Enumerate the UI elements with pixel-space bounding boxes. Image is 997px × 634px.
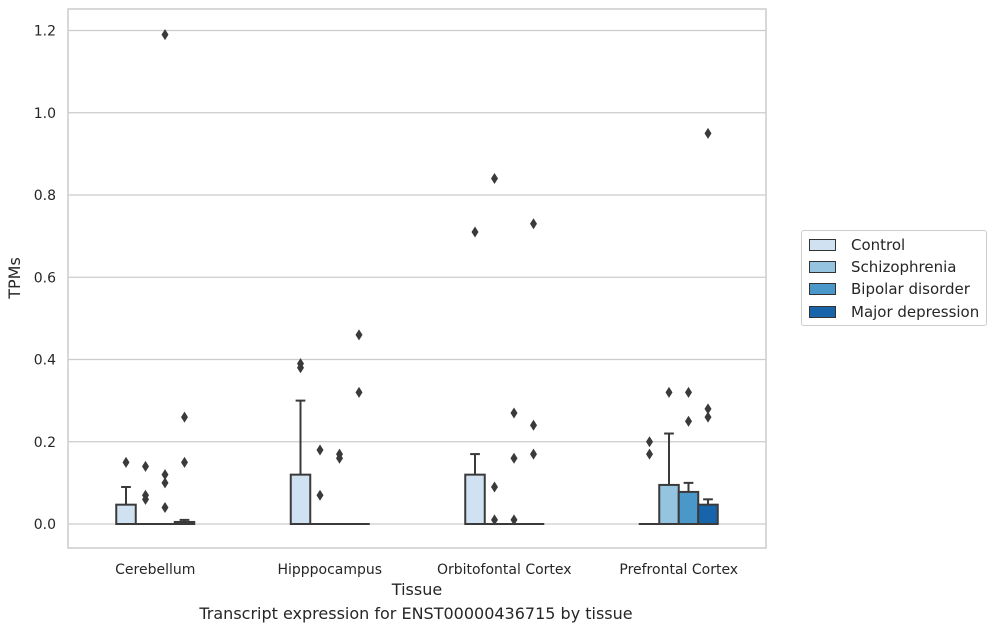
- box-group: [464, 226, 486, 525]
- box-group: [115, 456, 137, 526]
- outlier-point: [704, 403, 712, 415]
- legend-swatch: [809, 261, 836, 273]
- outlier-point: [685, 386, 692, 398]
- outlier-point: [530, 448, 537, 460]
- outlier-point: [142, 489, 149, 501]
- outlier-point: [530, 218, 537, 230]
- outlier-point: [336, 448, 343, 460]
- y-tick-label: 1.0: [34, 106, 56, 122]
- y-tick-label: 1.2: [34, 24, 56, 40]
- legend-label: Control: [851, 236, 906, 254]
- outlier-point: [491, 481, 498, 493]
- x-tick-label: Hipppocampus: [277, 562, 382, 578]
- y-axis-label: TPMs: [5, 257, 24, 300]
- legend-item-schizophrenia: Schizophrenia: [809, 256, 956, 278]
- box: [289, 473, 312, 525]
- outlier-point: [161, 29, 169, 41]
- outlier-point: [491, 173, 498, 185]
- outlier-point: [510, 407, 518, 419]
- box-group: [328, 448, 351, 526]
- box: [464, 473, 486, 525]
- plot-area-frame: [67, 8, 767, 549]
- box-group: [483, 173, 506, 526]
- outlier-point: [181, 456, 188, 468]
- legend-swatch: [809, 283, 836, 295]
- outlier-point: [161, 477, 169, 489]
- box-group: [348, 329, 370, 526]
- outlier-point: [161, 469, 169, 481]
- box: [677, 490, 700, 525]
- outlier-point: [181, 411, 188, 423]
- outlier-point: [122, 456, 130, 468]
- box-group: [309, 444, 331, 526]
- legend-swatch: [809, 239, 836, 251]
- legend-label: Bipolar disorder: [851, 280, 970, 298]
- y-tick-label: 0.6: [34, 270, 56, 286]
- outlier-point: [355, 329, 363, 341]
- outlier-point: [491, 514, 498, 526]
- box-group: [289, 358, 312, 525]
- x-axis-label: Tissue: [391, 580, 442, 599]
- outlier-point: [471, 226, 479, 238]
- box: [697, 503, 719, 526]
- y-tick-label: 0.4: [34, 353, 56, 369]
- y-tick-label: 0.8: [34, 188, 56, 204]
- outlier-point: [665, 386, 673, 398]
- y-tick-label: 0.2: [34, 435, 56, 451]
- outlier-point: [646, 448, 653, 460]
- legend-swatch: [809, 306, 836, 318]
- legend-label: Schizophrenia: [851, 258, 957, 276]
- x-tick-label: Prefrontal Cortex: [619, 562, 738, 578]
- outlier-point: [704, 411, 712, 423]
- x-tick-label: Cerebellum: [115, 562, 195, 578]
- outlier-point: [704, 127, 712, 139]
- box-group: [173, 411, 196, 525]
- box-group: [134, 460, 157, 526]
- outlier-point: [161, 502, 169, 514]
- box: [115, 503, 137, 526]
- boxes: [115, 29, 719, 526]
- legend-item-bipolar-disorder: Bipolar disorder: [809, 278, 970, 300]
- y-axis-ticks: 0.0 0.2 0.4 0.6 0.8 1.0 1.2: [34, 24, 56, 534]
- x-tick-label: Orbitofontal Cortex: [437, 562, 572, 578]
- outlier-point: [142, 460, 149, 472]
- box-group: [638, 436, 661, 526]
- legend-label: Major depression: [851, 303, 980, 321]
- legend-item-major-depression: Major depression: [809, 301, 979, 323]
- outlier-point: [316, 489, 324, 501]
- box-group: [154, 29, 176, 526]
- box: [658, 483, 680, 525]
- box-group: [658, 386, 680, 525]
- box-group: [522, 218, 545, 526]
- outlier-point: [510, 452, 518, 464]
- outlier-point: [316, 444, 324, 456]
- outlier-point: [297, 358, 304, 370]
- grid-lines: [68, 29, 766, 525]
- outlier-point: [355, 386, 363, 398]
- y-tick-label: 0.0: [34, 517, 56, 533]
- outlier-point: [510, 514, 518, 526]
- box-group: [697, 127, 719, 526]
- chart-caption: Transcript expression for ENST0000043671…: [199, 604, 633, 623]
- outlier-point: [685, 415, 692, 427]
- box-group: [677, 386, 700, 525]
- outlier-point: [530, 419, 537, 431]
- outlier-point: [646, 436, 653, 448]
- legend: Control Schizophrenia Bipolar disorder M…: [801, 230, 987, 326]
- legend-item-control: Control: [809, 234, 905, 256]
- x-axis-ticks: Cerebellum Hipppocampus Orbitofontal Corte…: [115, 562, 738, 578]
- box-group: [503, 407, 525, 526]
